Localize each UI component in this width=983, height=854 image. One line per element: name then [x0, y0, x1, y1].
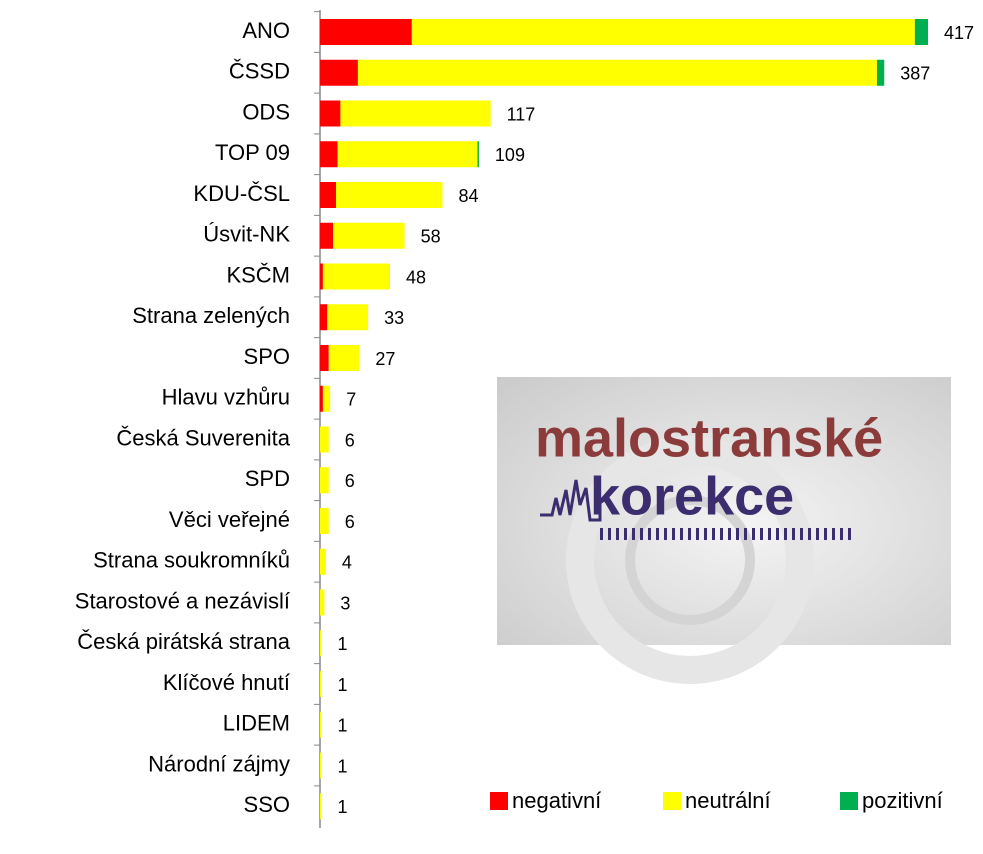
- category-label: Úsvit-NK: [203, 222, 290, 247]
- bar-segment: [333, 222, 405, 249]
- total-label: 109: [495, 145, 525, 165]
- category-label: TOP 09: [215, 140, 290, 165]
- category-label: KDU-ČSL: [193, 181, 290, 206]
- bar-segment: [357, 59, 877, 86]
- bar-segment: [337, 141, 478, 168]
- bar-segment: [320, 671, 322, 697]
- bar-segment: [320, 548, 326, 575]
- bar-segment: [876, 59, 885, 86]
- bar-segment: [411, 19, 915, 45]
- total-label: 7: [346, 390, 356, 410]
- bar-segment: [320, 141, 338, 168]
- bar-segment: [320, 385, 323, 412]
- category-label: Strana zelených: [132, 303, 290, 328]
- total-label: 1: [337, 797, 347, 817]
- bar-segment: [320, 345, 329, 371]
- total-label: 27: [375, 349, 395, 369]
- legend-swatch: [840, 792, 858, 810]
- category-label: Starostové a nezávislí: [75, 588, 290, 613]
- bar-segment: [320, 508, 329, 534]
- category-label: Česká pirátská strana: [77, 629, 291, 654]
- bar-segment: [320, 59, 358, 86]
- category-label: Hlavu vzhůru: [162, 385, 290, 410]
- logo-title: malostranské: [535, 408, 883, 468]
- category-label: SPD: [245, 466, 290, 491]
- bar-segment: [320, 100, 341, 127]
- bar-segment: [322, 385, 331, 412]
- bar-segment: [320, 19, 412, 45]
- category-label: Věci veřejné: [169, 507, 290, 532]
- legend-swatch: [490, 792, 508, 810]
- bar-segment: [327, 304, 369, 331]
- category-label: Národní zájmy: [148, 751, 290, 776]
- total-label: 6: [345, 471, 355, 491]
- legend-label: negativní: [512, 788, 601, 813]
- logo-subtitle: korekce: [590, 466, 794, 526]
- total-label: 6: [345, 430, 355, 450]
- bar-segment: [914, 19, 928, 45]
- bar-segment: [320, 304, 328, 331]
- total-label: 6: [345, 512, 355, 532]
- category-label: KSČM: [226, 262, 290, 287]
- category-label: SSO: [244, 792, 290, 817]
- legend-swatch: [663, 792, 681, 810]
- category-label: Strana soukromníků: [93, 548, 290, 573]
- category-label: ČSSD: [229, 59, 290, 84]
- bar-segment: [340, 100, 491, 127]
- total-label: 4: [342, 553, 352, 573]
- bar-segment: [322, 263, 390, 290]
- legend-label: neutrální: [685, 788, 771, 813]
- total-label: 58: [421, 227, 441, 247]
- bar-segment: [320, 467, 329, 494]
- total-label: 3: [340, 593, 350, 613]
- category-label: ODS: [242, 99, 290, 124]
- bar-segment: [328, 345, 360, 371]
- bar-segment: [320, 630, 322, 657]
- legend-label: pozitivní: [862, 788, 943, 813]
- category-label: Česká Suverenita: [116, 425, 290, 450]
- total-label: 117: [507, 104, 536, 124]
- total-label: 1: [337, 756, 347, 776]
- bar-segment: [320, 263, 323, 290]
- bar-segment: [336, 182, 443, 208]
- total-label: 387: [900, 64, 930, 84]
- bar-segment: [477, 141, 479, 168]
- total-label: 1: [337, 716, 347, 736]
- total-label: 1: [337, 675, 347, 695]
- logo-skyline: [540, 479, 602, 522]
- total-label: 417: [944, 23, 974, 43]
- category-label: Klíčové hnutí: [163, 670, 290, 695]
- category-label: LIDEM: [223, 711, 290, 736]
- bar-segment: [320, 222, 334, 249]
- bar-segment: [320, 752, 322, 779]
- total-label: 48: [406, 267, 426, 287]
- logo-ring: [625, 495, 755, 625]
- total-label: 33: [384, 308, 404, 328]
- total-label: 84: [458, 186, 478, 206]
- bar-segment: [320, 589, 325, 616]
- bar-segment: [320, 426, 329, 453]
- total-label: 1: [337, 634, 347, 654]
- logo: malostranské korekce: [497, 377, 951, 684]
- category-label: SPO: [244, 344, 290, 369]
- bar-segment: [320, 793, 322, 820]
- bar-segment: [320, 711, 322, 738]
- category-label: ANO: [242, 18, 290, 43]
- bar-segment: [320, 182, 337, 208]
- logo-ring: [566, 436, 814, 684]
